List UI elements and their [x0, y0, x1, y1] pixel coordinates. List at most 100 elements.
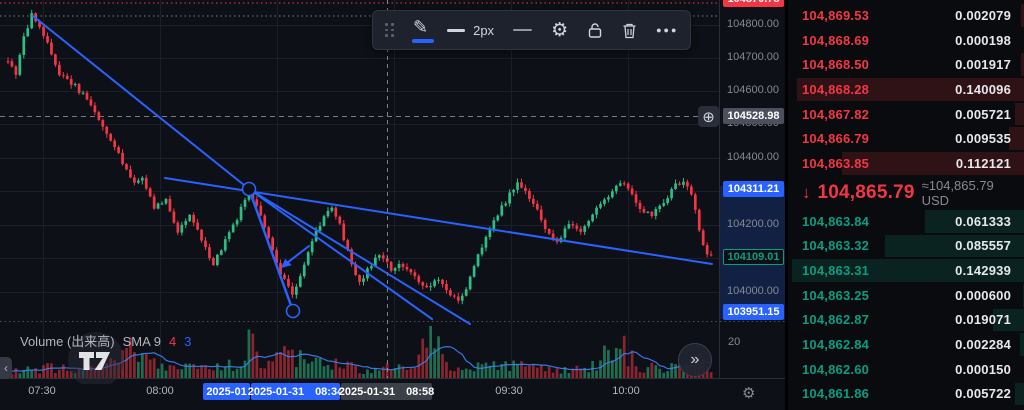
- draw-tool-button[interactable]: ✎: [412, 18, 434, 43]
- orderbook-bid-row[interactable]: 104,862.84 0.002284: [788, 332, 1024, 357]
- ask-price: 104,867.82: [802, 106, 870, 122]
- bid-size: 0.002284: [955, 337, 1011, 353]
- toolbar-drag-handle-icon[interactable]: [385, 23, 394, 37]
- time-axis-label: 07:30: [28, 385, 56, 397]
- depth-bar: [796, 78, 1024, 101]
- volume-title: Volume (出来高): [20, 334, 115, 349]
- ask-price: 104,868.28: [802, 81, 870, 97]
- bid-price: 104,861.86: [802, 386, 870, 402]
- bid-price: 104,862.87: [802, 312, 870, 328]
- orderbook-ask-row[interactable]: 104,866.79 0.009535: [788, 126, 1024, 151]
- line-width-button[interactable]: 2px: [447, 23, 494, 38]
- price-badge-green: 104109.01: [723, 249, 784, 265]
- last-price: 104,865.79: [817, 181, 915, 203]
- ellipsis-icon: ●●●: [656, 25, 679, 35]
- bid-size: 0.142939: [955, 263, 1011, 279]
- orderbook-bid-row[interactable]: 104,863.32 0.085557: [788, 234, 1024, 259]
- line-style-button[interactable]: [513, 29, 533, 31]
- orderbook-ask-row[interactable]: 104,869.53 0.002079: [788, 3, 1024, 28]
- orderbook-bid-row[interactable]: 104,862.87 0.019071: [788, 308, 1024, 333]
- ask-size: 0.009535: [955, 131, 1011, 147]
- depth-bar: [1008, 127, 1024, 151]
- orderbook-ask-row[interactable]: 104,868.28 0.140096: [788, 77, 1024, 102]
- bid-size: 0.000150: [955, 361, 1011, 377]
- time-axis-label: 09:30: [495, 385, 523, 397]
- orderbook-bid-row[interactable]: 104,863.25 0.000600: [788, 283, 1024, 308]
- price-axis-label: 104600.00: [727, 84, 779, 96]
- depth-bar: [792, 259, 1024, 282]
- line-width-icon: [447, 28, 466, 32]
- price-down-arrow-icon: ↓: [802, 182, 811, 202]
- bid-size: 0.019071: [955, 312, 1011, 328]
- time-axis-label: 08:00: [146, 385, 174, 397]
- chart-region[interactable]: ✎ 2px ⚙: [0, 0, 785, 410]
- orderbook-bid-row[interactable]: 104,863.84 0.061333: [788, 209, 1024, 234]
- ask-size: 0.001917: [955, 57, 1011, 73]
- gear-icon: ⚙: [742, 385, 756, 402]
- ask-size: 0.112121: [955, 155, 1011, 171]
- ask-price: 104,868.69: [802, 32, 870, 48]
- price-badge-blue: 103951.15: [723, 304, 784, 320]
- scroll-to-latest-button[interactable]: »: [678, 343, 712, 377]
- depth-bar: [1020, 4, 1024, 27]
- depth-bar: [1014, 382, 1024, 406]
- time-axis[interactable]: 07:30 08:00 09:30 10:00 2025-01 2025-01-31 08…: [0, 378, 785, 410]
- price-badge-red: 104870.78: [723, 0, 784, 7]
- volume-indicator-header[interactable]: Volume (出来高) SMA 9 4 3: [20, 331, 191, 350]
- last-price-usd: ≈104,865.79 USD: [921, 177, 994, 208]
- price-axis-label: 104800.00: [727, 18, 779, 30]
- depth-bar: [842, 152, 1024, 175]
- price-axis[interactable]: 104800.00104700.00104600.00104500.001044…: [719, 0, 785, 378]
- pane-collapse-button[interactable]: ‹: [0, 357, 12, 379]
- price-axis-label: 104400.00: [727, 151, 779, 163]
- trash-icon: [623, 23, 636, 38]
- time-axis-label: 10:00: [612, 385, 640, 397]
- candlestick-chart[interactable]: [0, 0, 785, 410]
- active-color-swatch[interactable]: [412, 39, 434, 43]
- ask-size: 0.005721: [955, 106, 1011, 122]
- bid-price: 104,863.25: [802, 287, 870, 303]
- depth-bar: [1020, 53, 1024, 77]
- tradingview-logo[interactable]: [66, 332, 128, 384]
- orderbook-ask-row[interactable]: 104,868.69 0.000198: [788, 28, 1024, 53]
- delete-button[interactable]: [622, 22, 637, 39]
- time-badge: 2025-01-31 08:34: [248, 383, 343, 400]
- settings-button[interactable]: ⚙: [551, 19, 568, 42]
- orderbook-bids: 104,863.84 0.061333 104,863.32 0.085557 104,…: [788, 209, 1024, 407]
- ask-size: 0.002079: [955, 7, 1011, 23]
- orderbook-asks: 104,869.53 0.002079 104,868.69 0.000198 104,…: [788, 3, 1024, 176]
- orderbook-ask-row[interactable]: 104,867.82 0.005721: [788, 102, 1024, 127]
- ask-price: 104,863.85: [802, 155, 870, 171]
- depth-bar: [885, 234, 1024, 258]
- ask-size: 0.000198: [955, 32, 1011, 48]
- orderbook-bid-row[interactable]: 104,861.86 0.005722: [788, 382, 1024, 407]
- bid-price: 104,863.31: [802, 263, 870, 279]
- ask-price: 104,868.50: [802, 57, 870, 73]
- price-axis-label: 104200.00: [727, 218, 779, 230]
- depth-bar: [993, 308, 1024, 332]
- depth-bar: [1020, 333, 1024, 356]
- depth-bar: [924, 209, 1024, 233]
- orderbook-ask-row[interactable]: 104,868.50 0.001917: [788, 52, 1024, 77]
- volume-value-blue: 3: [184, 334, 192, 349]
- drawing-toolbar: ✎ 2px ⚙: [372, 10, 692, 50]
- depth-bar: [1014, 102, 1024, 126]
- bid-size: 0.085557: [955, 238, 1011, 254]
- orderbook-ask-row[interactable]: 104,863.85 0.112121: [788, 151, 1024, 176]
- bid-size: 0.005722: [955, 386, 1011, 402]
- bid-price: 104,863.32: [802, 238, 870, 254]
- bid-size: 0.061333: [955, 213, 1011, 229]
- orderbook-bid-row[interactable]: 104,863.31 0.142939: [788, 258, 1024, 283]
- more-options-button[interactable]: ●●●: [656, 25, 678, 35]
- orderbook-bid-row[interactable]: 104,862.60 0.000150: [788, 357, 1024, 382]
- circled-plus-icon: ⊕: [702, 108, 715, 126]
- axis-settings-button[interactable]: ⚙: [742, 384, 755, 402]
- chevron-double-right-icon: »: [690, 351, 700, 368]
- price-badge-gray: 104528.98: [723, 108, 784, 124]
- gear-icon: ⚙: [551, 19, 569, 41]
- bid-price: 104,862.84: [802, 337, 870, 353]
- ask-price: 104,869.53: [802, 7, 870, 23]
- add-alert-button[interactable]: ⊕: [698, 106, 719, 127]
- lock-button[interactable]: [587, 22, 603, 39]
